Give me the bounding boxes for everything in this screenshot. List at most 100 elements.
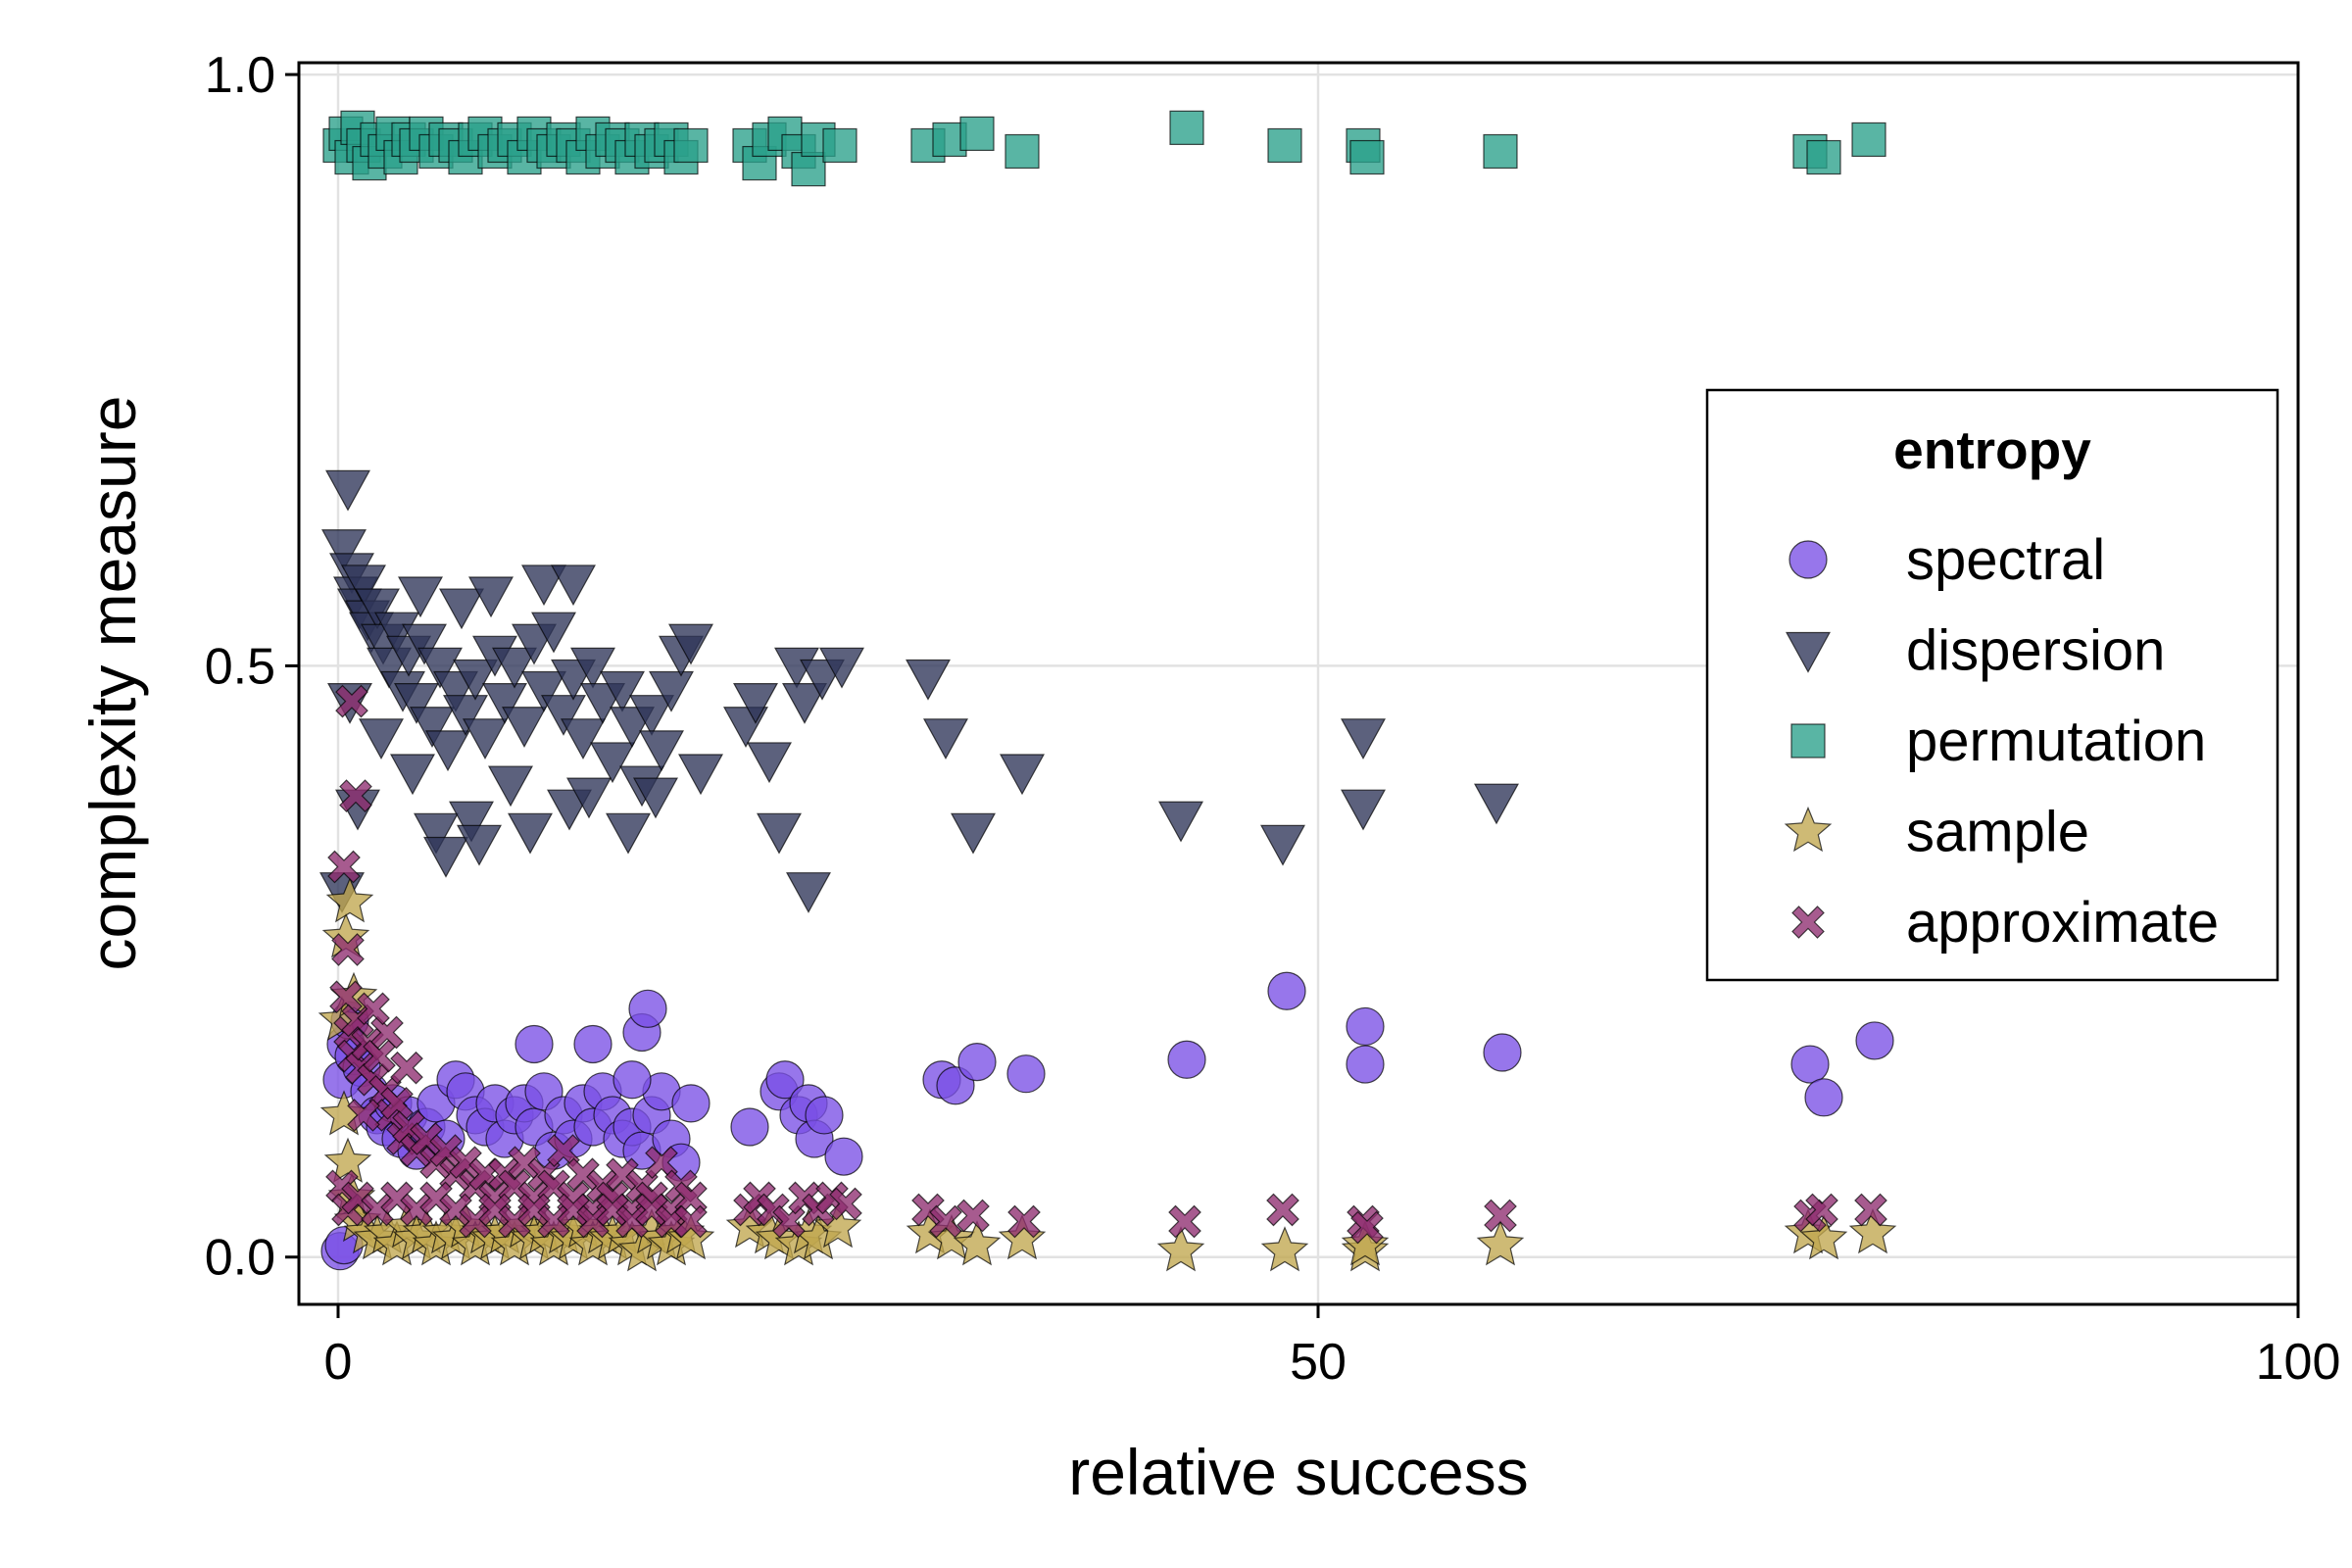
dispersion-point [409, 707, 456, 748]
legend-label-permutation: permutation [1906, 710, 2206, 773]
sample-point [1156, 1226, 1205, 1272]
approximate-point [459, 1204, 492, 1239]
approximate-point [361, 1193, 394, 1227]
approximate-point [674, 1204, 708, 1239]
dispersion-point [560, 718, 607, 760]
legend-label-approximate: approximate [1906, 891, 2219, 955]
spectral-point [957, 1043, 997, 1082]
dispersion-point [999, 754, 1046, 796]
dispersion-point [393, 683, 440, 724]
dispersion-point [638, 730, 685, 772]
dispersion-point [628, 695, 675, 736]
legend-entry-approximate: approximate [1791, 891, 2219, 955]
dispersion-point [905, 659, 952, 701]
series-dispersion [318, 469, 1520, 913]
approximate-point [929, 1204, 962, 1239]
dispersion-point [462, 718, 509, 760]
dispersion-point [320, 529, 368, 570]
approximate-point [645, 1146, 678, 1180]
legend-box [1705, 388, 2279, 982]
legend-label-dispersion: dispersion [1906, 619, 2165, 683]
dispersion-point [358, 718, 405, 760]
y-tick-label: 0.0 [205, 1230, 275, 1287]
permutation-point [1169, 110, 1204, 145]
approximate-point [335, 684, 368, 718]
dispersion-point [605, 812, 652, 855]
dispersion-point [452, 659, 499, 701]
approximate-point [400, 1193, 433, 1227]
series-approximate [325, 684, 1887, 1245]
spectral-point [1483, 1033, 1522, 1072]
sample-point [325, 877, 374, 923]
sample-point [666, 1214, 715, 1260]
plot-frame [297, 61, 2300, 1306]
legend-marker-spectral [1788, 540, 1828, 579]
spectral-point [1267, 971, 1306, 1010]
dispersion-point [401, 623, 448, 665]
approximate-point [329, 980, 363, 1014]
permutation-point [1483, 133, 1518, 170]
spectral-point [730, 1107, 769, 1147]
dispersion-point [1473, 783, 1520, 825]
dispersion-point [467, 576, 514, 618]
approximate-point [1350, 1210, 1384, 1245]
dispersion-point [438, 588, 485, 630]
permutation-point [1851, 122, 1886, 158]
spectral-point [824, 1137, 863, 1176]
approximate-point [956, 1199, 990, 1233]
dispersion-point [487, 765, 534, 808]
legend-entry-spectral: spectral [1788, 528, 2105, 592]
permutation-point [673, 127, 709, 164]
approximate-point [615, 1204, 649, 1239]
approximate-point [370, 1015, 404, 1050]
spectral-point [765, 1060, 805, 1100]
spectral-point [1006, 1054, 1046, 1094]
approximate-point [363, 1039, 396, 1073]
permutation-point [791, 152, 826, 187]
x-tick-label: 100 [2256, 1334, 2341, 1391]
legend-entries: spectral dispersion permutation sample appro… [1784, 528, 2219, 955]
dispersion-point [491, 647, 538, 689]
y-tick-label: 0.5 [205, 638, 275, 695]
legend-marker-sample [1784, 806, 1833, 853]
sample-point [1476, 1220, 1525, 1266]
approximate-point [674, 1181, 708, 1215]
permutation-point [1806, 139, 1841, 175]
dispersion-point [442, 695, 489, 736]
approximate-point [1168, 1204, 1201, 1239]
dispersion-point [540, 695, 587, 736]
y-tick-label: 1.0 [205, 47, 275, 104]
dispersion-point [481, 683, 528, 724]
spectral-point [612, 1060, 652, 1100]
dispersion-point [746, 742, 793, 784]
spectral-point [1346, 1045, 1385, 1084]
approximate-point [357, 992, 390, 1026]
dispersion-point [530, 612, 577, 654]
legend-entry-dispersion: dispersion [1785, 619, 2165, 683]
legend: entropy spectral dispersion permutation sam… [1705, 388, 2279, 982]
approximate-point [576, 1204, 610, 1239]
dispersion-point [456, 824, 503, 866]
dispersion-point [677, 754, 724, 796]
legend-entry-sample: sample [1784, 801, 2089, 864]
legend-label-sample: sample [1906, 801, 2089, 864]
permutation-point [959, 116, 995, 152]
dispersion-point [648, 670, 695, 712]
spectral-point [1790, 1045, 1830, 1084]
dispersion-point [520, 564, 567, 607]
dispersion-point [922, 718, 969, 760]
spectral-point [1855, 1021, 1894, 1060]
approximate-point [1854, 1193, 1887, 1227]
dispersion-point [756, 812, 803, 855]
approximate-point [547, 1134, 580, 1167]
y-axis-label: complexity measure [76, 396, 149, 971]
permutation-point [822, 127, 858, 164]
series-sample [318, 877, 1897, 1272]
dispersion-point [589, 742, 636, 784]
sample-point [953, 1220, 1002, 1266]
sample-point [1848, 1208, 1897, 1254]
dispersion-point [448, 801, 495, 843]
dispersion-point [732, 683, 779, 724]
sample-point [1799, 1214, 1848, 1260]
